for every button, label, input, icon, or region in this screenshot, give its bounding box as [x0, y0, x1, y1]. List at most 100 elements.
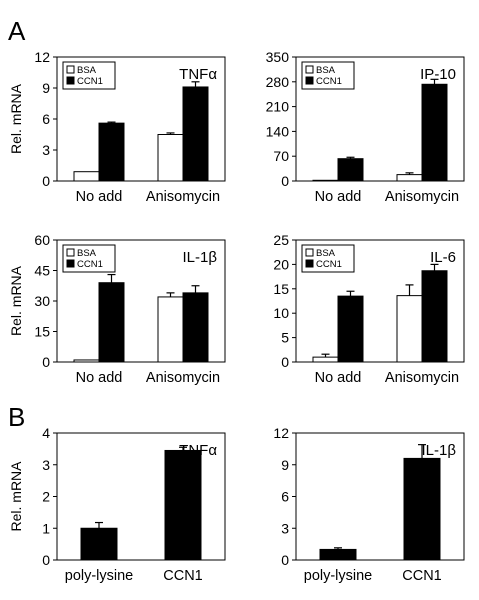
legend-swatch: [66, 248, 75, 257]
y-axis-label: Rel. mRNA: [8, 461, 24, 532]
chart-title: TNFα: [179, 66, 217, 83]
y-tick-label: 0: [42, 354, 50, 370]
legend-label: CCN1: [77, 76, 103, 87]
y-tick-label: 210: [266, 99, 290, 115]
y-tick-label: 45: [34, 263, 50, 279]
bar: [396, 174, 423, 182]
bar: [157, 134, 184, 182]
chart-il1b-A: 0 15 30 45 60 Rel. mRNA IL-1β No add Anisomycin B…: [8, 232, 226, 386]
legend-swatch: [305, 248, 314, 257]
x-category-label: CCN1: [163, 568, 202, 584]
y-tick-label: 6: [281, 489, 289, 505]
x-category-label: Anisomycin: [385, 189, 459, 205]
y-tick-label: 70: [273, 148, 289, 164]
panel-label-b: B: [8, 402, 25, 432]
y-tick-label: 3: [42, 142, 50, 158]
y-tick-label: 3: [42, 457, 50, 473]
bar: [73, 171, 100, 182]
legend-label: CCN1: [316, 259, 342, 270]
y-tick-label: 9: [281, 457, 289, 473]
y-tick-label: 2: [42, 489, 50, 505]
plot-frame: [295, 239, 465, 363]
bar: [337, 158, 364, 182]
y-tick-label: 12: [34, 49, 50, 65]
legend-swatch: [305, 65, 314, 74]
chart-il1b-B: 0 3 6 9 12 IL-1β poly-lysine CCN1: [273, 425, 465, 584]
bar: [73, 359, 100, 363]
y-tick-label: 0: [42, 173, 50, 189]
legend-swatch: [66, 76, 75, 85]
legend-swatch: [66, 259, 75, 268]
legend-swatch: [66, 65, 75, 74]
y-tick-label: 4: [42, 425, 50, 441]
legend-swatch: [305, 259, 314, 268]
x-category-label: No add: [76, 370, 123, 386]
bar: [312, 356, 339, 363]
x-category-label: No add: [315, 189, 362, 205]
y-tick-label: 0: [281, 552, 289, 568]
x-category-label: CCN1: [402, 568, 441, 584]
y-tick-label: 3: [281, 520, 289, 536]
y-tick-label: 6: [42, 111, 50, 127]
bar: [319, 548, 357, 561]
y-tick-label: 10: [273, 305, 289, 321]
chart-tnfa-A: 0 3 6 9 12 Rel. mRNA TNFα No add Anisomycin BSACC…: [8, 49, 226, 205]
x-category-label: Anisomycin: [385, 370, 459, 386]
chart-title: IP-10: [420, 66, 456, 83]
y-tick-label: 280: [266, 74, 290, 90]
y-tick-label: 9: [42, 80, 50, 96]
bar: [421, 83, 448, 182]
x-category-label: poly-lysine: [65, 568, 134, 584]
bar: [396, 295, 423, 363]
legend-label: CCN1: [316, 76, 342, 87]
y-tick-label: 30: [34, 293, 50, 309]
x-category-label: No add: [76, 189, 123, 205]
plot-frame: [295, 56, 465, 182]
panel-label-a: A: [8, 16, 26, 46]
x-category-label: Anisomycin: [146, 189, 220, 205]
x-category-label: poly-lysine: [304, 568, 373, 584]
y-tick-label: 12: [273, 425, 289, 441]
bar: [337, 295, 364, 363]
y-tick-label: 0: [281, 173, 289, 189]
legend-label: BSA: [77, 248, 97, 259]
y-tick-label: 140: [266, 123, 290, 139]
y-tick-label: 25: [273, 232, 289, 248]
bar: [157, 296, 184, 363]
y-tick-label: 5: [281, 330, 289, 346]
y-tick-label: 350: [266, 49, 290, 65]
legend-swatch: [305, 76, 314, 85]
bar: [182, 292, 209, 363]
y-tick-label: 15: [273, 281, 289, 297]
bar: [403, 457, 441, 561]
chart-ip10-A: 0 70 140 210 280 350 IP-10 No add Anisomycin BSAC…: [266, 49, 465, 205]
legend-label: CCN1: [77, 259, 103, 270]
y-tick-label: 20: [273, 256, 289, 272]
legend-label: BSA: [316, 248, 336, 259]
bar: [98, 122, 125, 182]
chart-title: IL-6: [430, 249, 456, 266]
y-tick-label: 1: [42, 520, 50, 536]
legend-label: BSA: [77, 65, 97, 76]
x-category-label: No add: [315, 370, 362, 386]
bar: [80, 527, 118, 561]
legend-label: BSA: [316, 65, 336, 76]
bar: [421, 270, 448, 363]
y-tick-label: 15: [34, 324, 50, 340]
y-tick-label: 0: [42, 552, 50, 568]
y-tick-label: 60: [34, 232, 50, 248]
chart-title: IL-1β: [183, 249, 218, 266]
y-axis-label: Rel. mRNA: [8, 83, 24, 154]
bar: [182, 86, 209, 182]
x-category-label: Anisomycin: [146, 370, 220, 386]
y-axis-label: Rel. mRNA: [8, 265, 24, 336]
bar: [98, 282, 125, 363]
bar: [312, 179, 339, 182]
